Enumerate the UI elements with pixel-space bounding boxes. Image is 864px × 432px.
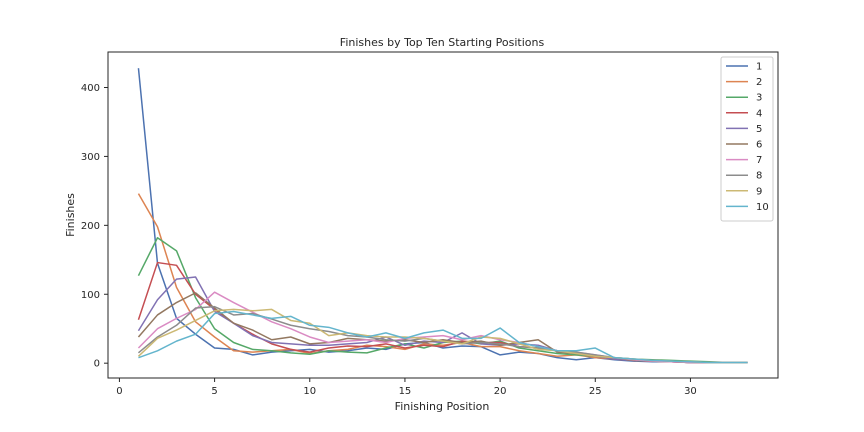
series-line-10 [138,310,748,364]
plot-frame [107,51,779,379]
legend-label-3: 3 [756,93,762,104]
x-tick-label: 15 [399,386,412,397]
y-axis-label: Finishes [64,193,77,237]
x-axis: 0 5 10 15 20 25 30 [116,378,697,397]
x-tick-label: 5 [211,386,217,397]
legend-label-4: 4 [756,108,762,119]
legend-label-6: 6 [756,140,762,151]
legend-label-9: 9 [756,186,762,197]
x-tick-label: 0 [116,386,122,397]
x-tick-label: 20 [494,386,507,397]
y-tick-label: 400 [81,83,100,94]
legend-label-8: 8 [756,171,762,182]
legend-label-10: 10 [756,202,769,213]
y-tick-label: 0 [94,359,100,370]
legend-box [720,56,774,222]
y-tick-label: 100 [81,290,100,301]
legend-label-1: 1 [756,62,762,73]
y-tick-label: 200 [81,221,100,232]
y-tick-label: 300 [81,152,100,163]
x-tick-label: 10 [303,386,316,397]
x-axis-label: Finishing Position [395,400,490,413]
x-tick-label: 30 [684,386,697,397]
x-tick-label: 25 [589,386,602,397]
chart-title: Finishes by Top Ten Starting Positions [340,36,545,49]
legend-label-5: 5 [756,124,762,135]
series-layer [137,68,748,364]
legend-label-7: 7 [756,155,762,166]
y-axis: 0 100 200 300 400 [81,83,108,370]
legend-label-2: 2 [756,77,762,88]
legend: 1 2 3 4 5 6 7 8 9 10 [720,56,774,222]
